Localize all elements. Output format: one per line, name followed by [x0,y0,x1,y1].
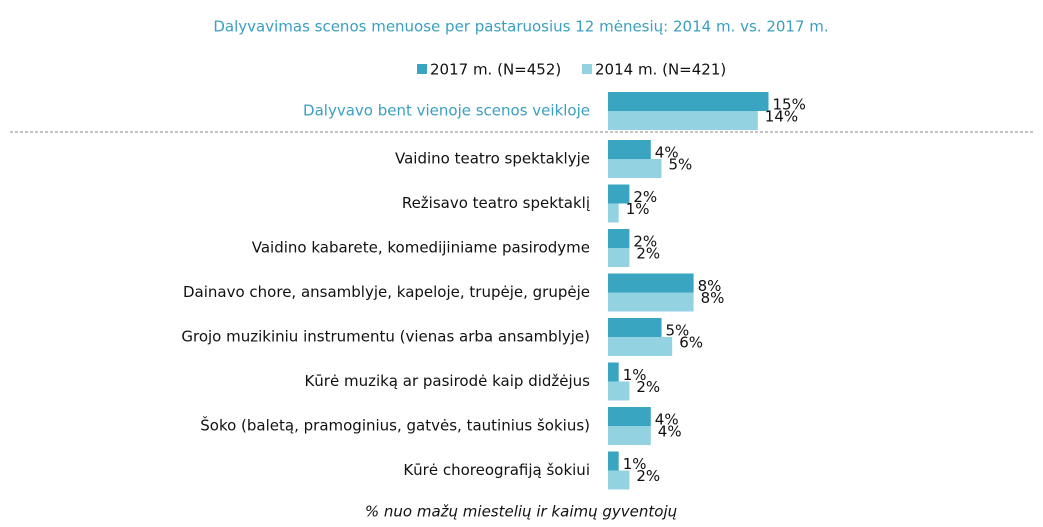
bar [608,362,619,382]
bar [608,203,619,223]
legend-label: 2017 m. (N=452) [430,61,561,79]
bar [608,451,619,471]
bar [608,111,758,130]
value-label: 5% [669,156,693,174]
value-label: 1% [626,200,650,218]
value-label: 2% [636,467,660,485]
chart-note: % nuo mažų miestelių ir kaimų gyventojų [365,503,677,521]
category-label: Kūrė muziką ar pasirodė kaip didžėjus [304,372,590,390]
bar [608,426,651,445]
bar [608,470,630,490]
category-label: Kūrė choreografiją šokiui [403,461,590,479]
value-label: 4% [658,423,682,441]
legend-swatch [417,64,427,74]
legend-swatch [582,64,592,74]
value-label: 2% [633,233,657,251]
bar [608,318,662,337]
bar [608,381,630,401]
value-label: 2% [636,245,660,263]
category-label: Vaidino kabarete, komedijiniame pasirody… [252,239,590,257]
bar [608,248,630,267]
value-label: 2% [633,188,657,206]
category-label: Dalyvavo bent vienoje scenos veikloje [303,102,590,120]
category-label: Dainavo chore, ansamblyje, kapeloje, tru… [183,283,590,301]
bar [608,292,694,312]
category-label: Grojo muzikiniu instrumentu (vienas arba… [181,328,590,346]
value-label: 14% [765,108,798,126]
bar [608,229,630,248]
bar [608,337,673,356]
value-label: 8% [698,277,722,295]
bar [608,407,651,426]
bar [608,92,769,111]
value-label: 4% [655,144,679,162]
value-label: 4% [655,411,679,429]
value-label: 6% [679,334,703,352]
bar [608,184,630,204]
value-label: 1% [623,455,647,473]
legend-label: 2014 m. (N=421) [595,61,726,79]
value-label: 2% [636,378,660,396]
category-label: Šoko (baletą, pramoginius, gatvės, tauti… [200,416,590,435]
value-label: 15% [773,96,806,114]
bar [608,159,662,178]
bar [608,273,694,293]
value-label: 5% [666,322,690,340]
chart-title: Dalyvavimas scenos menuose per pastaruos… [213,18,828,36]
value-label: 1% [623,366,647,384]
value-label: 8% [701,289,725,307]
bar [608,140,651,159]
category-label: Režisavo teatro spektaklį [402,194,590,212]
category-label: Vaidino teatro spektaklyje [395,150,590,168]
